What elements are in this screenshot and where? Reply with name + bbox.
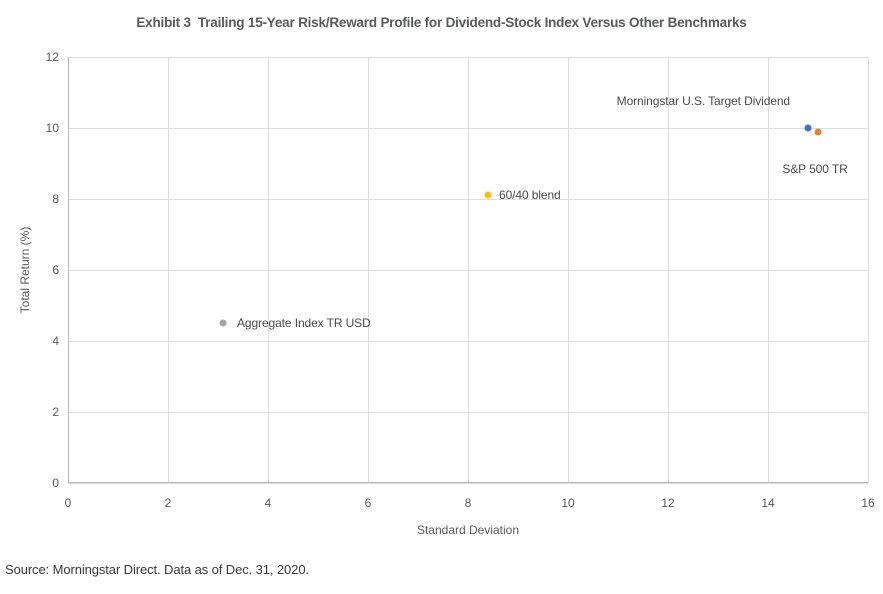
data-point [804,124,812,132]
data-point [484,191,492,199]
x-axis-line [68,482,868,483]
x-tick-label: 2 [164,496,172,510]
x-tick-label: 8 [464,496,472,510]
gridline [68,482,868,484]
gridline [68,269,868,271]
gridline [68,127,868,129]
gridline [867,57,869,483]
y-axis-title: Total Return (%) [18,226,32,314]
y-tick-label: 8 [52,192,59,206]
exhibit-title: Exhibit 3 Trailing 15-Year Risk/Reward P… [136,15,747,30]
x-tick-label: 0 [64,496,72,510]
y-tick-label: 6 [52,263,59,277]
x-tick-label: 16 [861,496,875,510]
point-label: Morningstar U.S. Target Dividend [616,94,790,108]
y-tick-label: 12 [45,50,59,64]
data-point [814,128,822,136]
gridline [68,411,868,413]
x-tick-label: 12 [661,496,675,510]
source-note: Source: Morningstar Direct. Data as of D… [5,562,309,577]
y-axis-line [68,57,69,483]
y-tick-label: 2 [52,405,59,419]
data-point [219,319,227,327]
y-tick-label: 10 [45,121,59,135]
x-tick-label: 6 [364,496,372,510]
gridline [68,56,868,58]
point-label: S&P 500 TR [782,161,848,176]
gridline [68,340,868,342]
x-tick-label: 4 [264,496,272,510]
x-tick-label: 10 [561,496,575,510]
y-tick-label: 4 [52,334,59,348]
gridline [68,198,868,200]
scatter-plot-area: Total Return (%) Standard Deviation 0 2 4 6… [18,50,875,537]
x-tick-label: 14 [761,496,775,510]
point-label: 60/40 blend [499,188,561,203]
point-label: Aggregate Index TR USD [237,316,371,331]
y-tick-label: 0 [52,476,59,490]
x-axis-title: Standard Deviation [416,523,520,537]
